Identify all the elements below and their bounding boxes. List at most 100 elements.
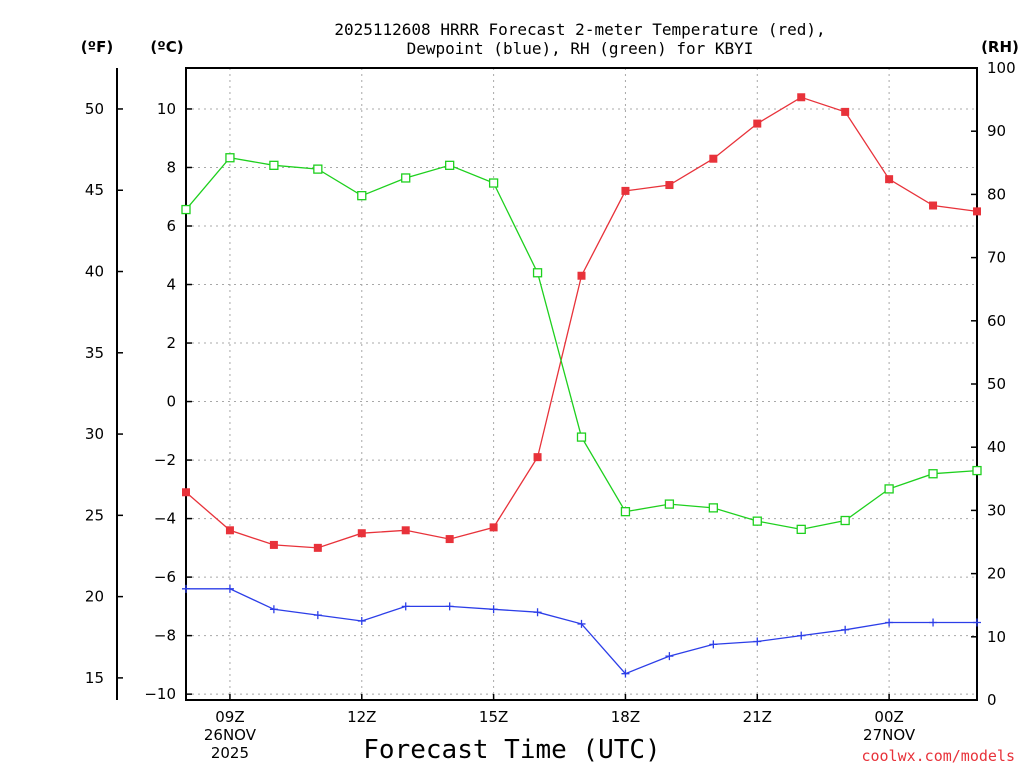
- rh-point: [181, 204, 191, 215]
- rh-tick-label: 60: [987, 312, 1006, 330]
- temperature-point: [621, 186, 630, 195]
- rh-tick-label: 80: [987, 185, 1006, 203]
- rh-tick-label: 0: [987, 691, 997, 709]
- celsius-tick-label: −10: [144, 685, 176, 703]
- dewpoint-point: [577, 619, 586, 628]
- rh-tick-label: 70: [987, 249, 1006, 267]
- x-axis-title: Forecast Time (UTC): [363, 735, 660, 765]
- rh-point: [269, 160, 279, 170]
- rh-point: [357, 191, 367, 201]
- dewpoint-point: [621, 669, 630, 678]
- time-tick-label: 27NOV: [863, 726, 916, 744]
- temperature-point: [445, 535, 454, 544]
- dewpoint-point: [797, 631, 806, 640]
- temperature-point: [577, 271, 586, 280]
- celsius-tick-label: 2: [166, 334, 176, 352]
- temperature-point: [665, 181, 674, 190]
- celsius-tick-label: −2: [154, 451, 176, 469]
- dewpoint-point: [225, 584, 234, 593]
- celsius-tick-label: −8: [154, 627, 176, 645]
- dewpoint-point: [533, 608, 542, 617]
- fahrenheit-tick-label: 20: [85, 588, 104, 606]
- dewpoint-point: [885, 618, 894, 627]
- temperature-point: [973, 207, 981, 216]
- time-tick-label: 15Z: [479, 708, 508, 726]
- dewpoint-point: [489, 605, 498, 614]
- temperature-point: [753, 119, 762, 128]
- temperature-point: [182, 488, 190, 497]
- rh-point: [620, 507, 631, 517]
- time-tick-label: 09Z: [215, 708, 244, 726]
- fahrenheit-tick-label: 45: [85, 181, 104, 199]
- celsius-tick-label: −4: [154, 510, 176, 528]
- rh-point: [445, 160, 455, 170]
- rh-point: [884, 484, 894, 494]
- plot-frame: [185, 67, 978, 701]
- temperature-point: [797, 93, 806, 102]
- temperature-line: [185, 96, 978, 549]
- time-tick-label: 12Z: [347, 708, 376, 726]
- time-tick-label: 2025: [211, 744, 249, 762]
- dewpoint-point: [357, 617, 366, 625]
- data-series: [181, 93, 982, 678]
- celsius-tick-label: 0: [166, 393, 176, 411]
- celsius-tick-label: 10: [157, 100, 176, 118]
- celsius-tick-label: −6: [154, 568, 176, 586]
- rh-point: [664, 499, 675, 509]
- celsius-axis-label: (ºC): [150, 38, 183, 56]
- temperature-point: [709, 154, 718, 163]
- celsius-tick-label: 6: [166, 217, 176, 235]
- temperature-point: [357, 529, 366, 538]
- fahrenheit-tick-label: 25: [85, 506, 104, 524]
- rh-tick-label: 50: [987, 375, 1006, 393]
- rh-point: [532, 268, 543, 278]
- temperature-point: [841, 107, 850, 116]
- rh-point: [928, 469, 938, 479]
- temperature-point: [225, 526, 234, 535]
- rh-point: [708, 503, 718, 513]
- dewpoint-point: [753, 637, 762, 646]
- dewpoint-point: [841, 625, 850, 634]
- fahrenheit-tick-label: 35: [85, 344, 104, 362]
- celsius-tick-label: 4: [166, 276, 176, 294]
- chart-title-line2: Dewpoint (blue), RH (green) for KBYI: [407, 39, 754, 58]
- temperature-point: [269, 540, 278, 549]
- time-tick-label: 26NOV: [204, 726, 257, 744]
- dewpoint-point: [973, 618, 981, 627]
- rh-point: [796, 524, 806, 535]
- temperature-point: [313, 543, 322, 552]
- dewpoint-point: [401, 602, 410, 611]
- dewpoint-point: [182, 584, 190, 593]
- credit-text: coolwx.com/models: [861, 747, 1015, 765]
- rh-point: [225, 153, 235, 163]
- fahrenheit-tick-label: 40: [85, 263, 104, 281]
- grid-lines: [186, 68, 977, 700]
- rh-line: [185, 156, 978, 531]
- time-tick-label: 18Z: [611, 708, 640, 726]
- celsius-tick-label: 8: [166, 158, 176, 176]
- rh-tick-label: 10: [987, 628, 1006, 646]
- temperature-point: [885, 175, 894, 184]
- rh-point: [972, 465, 982, 476]
- rh-tick-label: 30: [987, 501, 1006, 519]
- rh-point: [313, 164, 323, 174]
- fahrenheit-tick-label: 50: [85, 100, 104, 118]
- rh-tick-label: 40: [987, 438, 1006, 456]
- dewpoint-point: [269, 605, 278, 614]
- dewpoint-point: [313, 611, 322, 620]
- rh-point: [488, 178, 499, 188]
- fahrenheit-axis-label: (ºF): [81, 38, 113, 56]
- rh-point: [752, 516, 762, 526]
- rh-point: [840, 515, 850, 526]
- chart-title-line1: 2025112608 HRRR Forecast 2-meter Tempera…: [334, 20, 825, 39]
- temperature-point: [929, 201, 938, 210]
- rh-tick-label: 100: [987, 59, 1016, 77]
- dewpoint-point: [709, 640, 718, 649]
- temperature-point: [401, 526, 410, 535]
- dewpoint-line: [186, 588, 977, 675]
- rh-point: [401, 173, 411, 183]
- time-tick-label: 00Z: [874, 708, 903, 726]
- dewpoint-point: [929, 618, 938, 627]
